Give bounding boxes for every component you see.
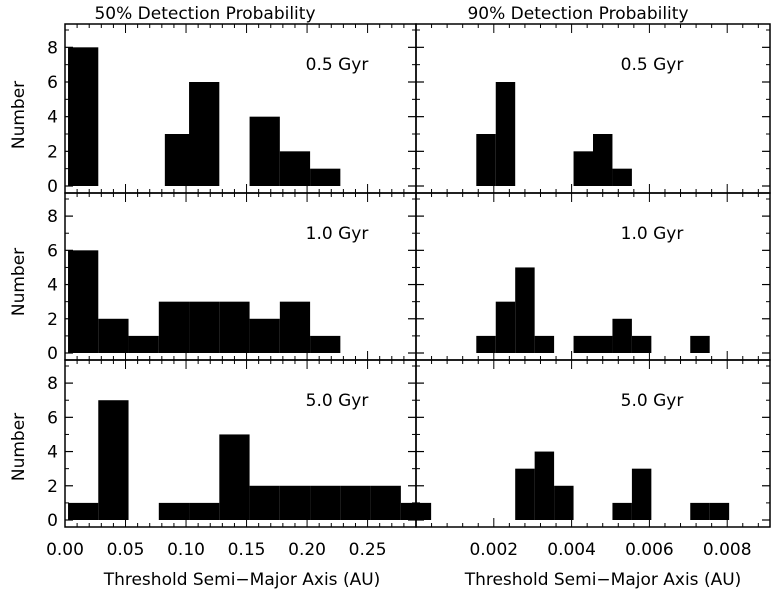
bar: [98, 318, 129, 353]
y-axis-label-row2: Number: [9, 248, 29, 316]
bar: [310, 335, 341, 353]
x-tick-label: 0.15: [228, 540, 266, 560]
x-tick-label: 0.05: [107, 540, 145, 560]
x-axis-label-left: Threshold Semi−Major Axis (AU): [103, 570, 381, 590]
x-tick-label: 0.002: [469, 540, 518, 560]
y-tick-label: 0: [47, 177, 58, 197]
y-tick-label: 6: [47, 408, 58, 428]
age-annotation: 0.5 Gyr: [621, 55, 684, 75]
x-axis-label-right: Threshold Semi−Major Axis (AU): [464, 570, 742, 590]
y-tick-label: 0: [47, 344, 58, 364]
y-tick-label: 2: [47, 310, 58, 330]
bar: [189, 502, 220, 520]
panel-frame: [64, 23, 417, 194]
bar: [593, 335, 613, 353]
panel-frame: [415, 359, 771, 528]
histogram-panel-5: 0 2 4 6 8 0.00 0.05 0.10 0.15 0.20 0.25 5.0 Gyr: [46, 359, 432, 560]
y-tick-label: 2: [47, 477, 58, 497]
bar: [189, 82, 220, 186]
column-title-left: 50% Detection Probability: [94, 4, 315, 24]
age-annotation: 0.5 Gyr: [306, 55, 369, 75]
bar: [612, 318, 632, 353]
bar: [534, 335, 555, 353]
histogram-panel-1: 0 2 4 6 8 0.5 Gyr: [47, 23, 417, 197]
bar: [515, 267, 535, 353]
y-tick-label: 4: [47, 443, 58, 463]
bar: [98, 400, 129, 520]
bar: [534, 451, 555, 520]
bar: [68, 502, 99, 520]
y-axis-label-row1: Number: [9, 81, 29, 149]
histogram-panel-4: 1.0 Gyr: [415, 192, 771, 361]
column-title-right: 90% Detection Probability: [467, 4, 688, 24]
bar: [158, 301, 190, 353]
x-tick-label: 0.25: [349, 540, 387, 560]
x-tick-label: 0.008: [703, 540, 752, 560]
x-tick-label: 0.10: [167, 540, 205, 560]
x-tick-label: 0.006: [625, 540, 674, 560]
bar: [612, 502, 632, 520]
bar: [631, 468, 652, 520]
y-tick-label: 4: [47, 108, 58, 128]
y-axis-label-row3: Number: [9, 413, 29, 481]
bar: [690, 335, 710, 353]
bar: [128, 335, 159, 353]
panel-frame: [415, 192, 771, 361]
x-tick-label: 0.20: [288, 540, 326, 560]
bar: [219, 301, 250, 353]
age-annotation: 5.0 Gyr: [306, 391, 369, 411]
bar: [709, 502, 730, 520]
bar: [68, 47, 99, 186]
bar: [690, 502, 710, 520]
bar: [189, 301, 220, 353]
y-tick-label: 2: [47, 142, 58, 162]
bar: [279, 151, 311, 186]
bar: [310, 168, 341, 186]
age-annotation: 1.0 Gyr: [621, 224, 684, 244]
bar: [515, 468, 535, 520]
y-tick-label: 8: [47, 207, 58, 227]
bar: [476, 134, 496, 186]
bar: [279, 485, 311, 520]
bar: [158, 502, 190, 520]
bar: [370, 485, 401, 520]
bar: [495, 82, 516, 186]
age-annotation: 1.0 Gyr: [306, 224, 369, 244]
bar: [68, 250, 99, 353]
bar: [249, 116, 280, 186]
bar: [219, 434, 250, 520]
x-tick-label: 0.004: [547, 540, 596, 560]
y-tick-label: 6: [47, 241, 58, 261]
bar: [554, 485, 574, 520]
bar: [573, 151, 593, 186]
x-tick-label: 0.00: [46, 540, 84, 560]
bar: [249, 318, 280, 353]
bar: [310, 485, 341, 520]
bar: [476, 335, 496, 353]
bar: [612, 168, 632, 186]
age-annotation: 5.0 Gyr: [621, 391, 684, 411]
bar: [279, 301, 311, 353]
y-tick-label: 4: [47, 276, 58, 296]
bar: [495, 301, 516, 353]
bar: [593, 134, 613, 186]
bar: [573, 335, 593, 353]
bar: [249, 485, 280, 520]
histogram-panel-6: 0.002 0.004 0.006 0.008 5.0 Gyr: [415, 359, 771, 560]
bar: [340, 485, 371, 520]
y-tick-label: 6: [47, 73, 58, 93]
histogram-panel-2: 0.5 Gyr: [415, 23, 771, 194]
panels: 0 2 4 6 8 0.5 Gyr 0.5 Gyr 0 2 4 6 8 1.0 Gyr 1.0 Gyr 0 2…: [46, 23, 771, 560]
y-tick-label: 8: [47, 38, 58, 58]
y-tick-label: 8: [47, 374, 58, 394]
y-tick-label: 0: [47, 511, 58, 531]
histogram-panel-3: 0 2 4 6 8 1.0 Gyr: [47, 192, 417, 364]
bar: [631, 335, 652, 353]
